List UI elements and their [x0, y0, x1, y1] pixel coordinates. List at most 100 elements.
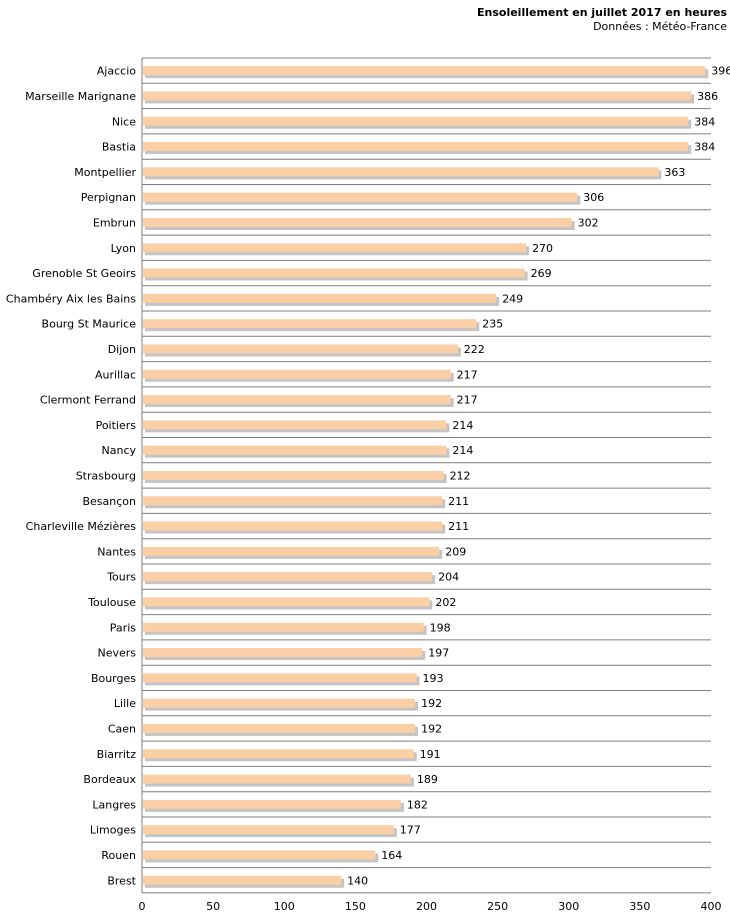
bar	[143, 293, 497, 303]
category-label: Nantes	[97, 545, 136, 558]
chart-subtitle: Données : Météo-France	[593, 20, 727, 33]
category-label: Biarritz	[97, 748, 137, 761]
category-label: Grenoble St Geoirs	[32, 267, 136, 280]
category-label: Bordeaux	[83, 773, 136, 786]
x-tick-label: 50	[206, 900, 220, 913]
bar	[143, 344, 458, 354]
bar	[143, 521, 443, 531]
value-label: 217	[457, 368, 478, 381]
category-label: Brest	[107, 874, 136, 887]
category-label: Tours	[106, 571, 136, 584]
bar	[143, 673, 417, 683]
category-label: Clermont Ferrand	[40, 394, 136, 407]
bar	[143, 597, 430, 607]
bar	[143, 799, 401, 809]
value-label: 386	[697, 90, 718, 103]
bar	[143, 217, 572, 227]
bar	[143, 369, 451, 379]
category-label: Limoges	[90, 824, 136, 837]
value-label: 202	[435, 596, 456, 609]
axis-layer: 0 50 100 150 200 250 300 350 400	[139, 58, 722, 913]
x-tick-label: 150	[345, 900, 366, 913]
value-label: 189	[417, 773, 438, 786]
category-label: Bastia	[102, 141, 136, 154]
bar	[143, 420, 447, 430]
category-label: Perpignan	[81, 191, 136, 204]
bar	[143, 723, 416, 733]
category-label: Chambéry Aix les Bains	[6, 292, 136, 305]
value-label: 211	[448, 495, 469, 508]
value-label: 222	[464, 343, 485, 356]
x-tick-label: 100	[274, 900, 295, 913]
value-label: 214	[452, 444, 473, 457]
x-tick-label: 200	[416, 900, 437, 913]
bar	[143, 875, 342, 885]
bar	[143, 774, 411, 784]
value-label: 302	[578, 216, 599, 229]
bar	[143, 850, 376, 860]
bar	[143, 825, 394, 835]
category-label: Aurillac	[95, 368, 136, 381]
value-label: 177	[400, 824, 421, 837]
value-label: 197	[428, 647, 449, 660]
grid-layer	[142, 57, 711, 894]
category-label: Langres	[92, 798, 136, 811]
category-label: Lille	[114, 697, 136, 710]
bar	[143, 268, 525, 278]
value-label: 164	[381, 849, 402, 862]
category-label: Ajaccio	[97, 65, 136, 78]
bar	[143, 572, 433, 582]
bar	[143, 243, 527, 253]
category-label: Rouen	[101, 849, 136, 862]
bar	[143, 749, 414, 759]
value-label: 270	[532, 242, 553, 255]
bar	[143, 91, 692, 101]
value-label: 217	[457, 394, 478, 407]
category-label: Dijon	[108, 343, 136, 356]
labels-layer: Ajaccio 396 Marseille Marignane 386 Nice 384 B…	[6, 65, 730, 888]
bar	[143, 470, 444, 480]
value-label: 384	[694, 141, 715, 154]
value-label: 204	[438, 571, 459, 584]
bar	[143, 66, 706, 76]
value-label: 384	[694, 115, 715, 128]
value-label: 396	[711, 65, 730, 78]
bar	[143, 192, 578, 202]
bars-layer	[143, 66, 709, 888]
category-label: Nancy	[102, 444, 137, 457]
bar	[143, 622, 424, 632]
value-label: 214	[452, 419, 473, 432]
bar	[143, 319, 477, 329]
category-label: Marseille Marignane	[25, 90, 136, 103]
value-label: 198	[430, 621, 451, 634]
x-tick-label: 0	[139, 900, 146, 913]
value-label: 269	[531, 267, 552, 280]
x-tick-label: 400	[701, 900, 722, 913]
bar	[143, 496, 443, 506]
bar	[143, 445, 447, 455]
category-label: Embrun	[93, 216, 136, 229]
value-label: 212	[450, 469, 471, 482]
category-label: Montpellier	[74, 166, 136, 179]
value-label: 235	[482, 318, 503, 331]
value-label: 192	[421, 722, 442, 735]
x-tick-label: 250	[487, 900, 508, 913]
value-label: 363	[664, 166, 685, 179]
bar	[143, 167, 659, 177]
bar	[143, 116, 689, 126]
bar	[143, 648, 423, 658]
category-label: Paris	[110, 621, 136, 634]
category-label: Poitiers	[96, 419, 137, 432]
category-label: Bourg St Maurice	[42, 318, 137, 331]
x-tick-label: 300	[558, 900, 579, 913]
category-label: Nevers	[97, 647, 136, 660]
category-label: Besançon	[82, 495, 136, 508]
bar	[143, 698, 416, 708]
value-label: 209	[445, 545, 466, 558]
value-label: 193	[423, 672, 444, 685]
x-tick-label: 350	[629, 900, 650, 913]
chart-title: Ensoleillement en juillet 2017 en heures	[477, 6, 727, 19]
value-label: 192	[421, 697, 442, 710]
category-label: Toulouse	[87, 596, 136, 609]
